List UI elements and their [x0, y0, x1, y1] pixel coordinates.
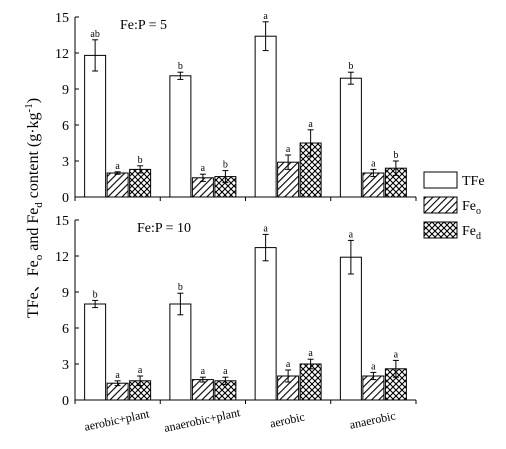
legend-swatch	[423, 221, 458, 239]
significance-letter: a	[308, 119, 313, 130]
x-tick-label: aerobic	[269, 410, 306, 431]
significance-letter: a	[263, 11, 268, 22]
significance-letter: ab	[90, 29, 99, 40]
bar-tfe	[84, 303, 107, 401]
y-tick-label: 15	[55, 11, 69, 26]
significance-letter: a	[115, 161, 120, 172]
legend-label: Feo	[462, 199, 481, 217]
bar-tfe	[169, 75, 192, 198]
bar-fed	[129, 168, 152, 198]
significance-letter: b	[178, 282, 183, 293]
x-tick-label: anaerobic	[348, 408, 397, 431]
significance-letter: b	[93, 289, 98, 300]
bar-tfe	[84, 54, 107, 198]
x-tick-label: aerobic+plant	[83, 406, 151, 434]
significance-letter: b	[138, 155, 143, 166]
y-tick-label: 12	[55, 47, 69, 62]
y-tick-label: 6	[62, 119, 69, 134]
bar-tfe	[254, 35, 277, 198]
significance-letter: b	[393, 150, 398, 161]
y-tick-label: 15	[55, 214, 69, 229]
significance-letter: a	[371, 158, 376, 169]
bar-feo	[106, 172, 129, 198]
significance-letter: a	[286, 144, 291, 155]
significance-letter: b	[223, 160, 228, 171]
significance-letter: a	[223, 366, 228, 377]
panel-title: Fe:P = 5	[120, 18, 167, 33]
bar-tfe	[339, 77, 362, 198]
x-tick-label: anaerobic+plant	[163, 405, 242, 435]
y-tick-label: 9	[62, 83, 69, 98]
y-tick-label: 0	[62, 394, 69, 409]
y-tick-label: 0	[62, 191, 69, 206]
bar-tfe	[169, 303, 192, 401]
panel-fe-p-10: 0 3 6 9 12 15 Fe:P = 10 b a a aerobic+plant b a a anae…	[55, 214, 417, 435]
significance-letter: a	[286, 359, 291, 370]
legend-swatch	[423, 171, 458, 189]
y-tick-label: 6	[62, 322, 69, 337]
significance-letter: a	[371, 361, 376, 372]
y-tick-label: 3	[62, 358, 69, 373]
legend-label: Fed	[462, 224, 481, 242]
significance-letter: a	[201, 163, 206, 174]
significance-letter: a	[263, 223, 268, 234]
legend-label: TFe	[462, 174, 485, 189]
significance-letter: a	[115, 370, 120, 381]
bar-fed	[299, 363, 322, 401]
significance-letter: b	[178, 61, 183, 72]
y-tick-label: 12	[55, 250, 69, 265]
significance-letter: a	[201, 366, 206, 377]
legend: TFe Feo Fed	[423, 171, 485, 242]
legend-swatch	[423, 196, 458, 214]
y-tick-label: 3	[62, 155, 69, 170]
panel-title: Fe:P = 10	[137, 221, 191, 236]
significance-letter: a	[349, 229, 354, 240]
significance-letter: a	[138, 365, 143, 376]
significance-letter: a	[394, 349, 399, 360]
significance-letter: b	[348, 61, 353, 72]
bar-feo	[191, 379, 214, 401]
bar-tfe	[339, 256, 362, 401]
significance-letter: a	[308, 348, 313, 359]
y-axis-label: TFe、Feo and Fed content (g·kg-1)	[23, 98, 45, 318]
bar-tfe	[254, 247, 277, 401]
y-tick-label: 9	[62, 286, 69, 301]
